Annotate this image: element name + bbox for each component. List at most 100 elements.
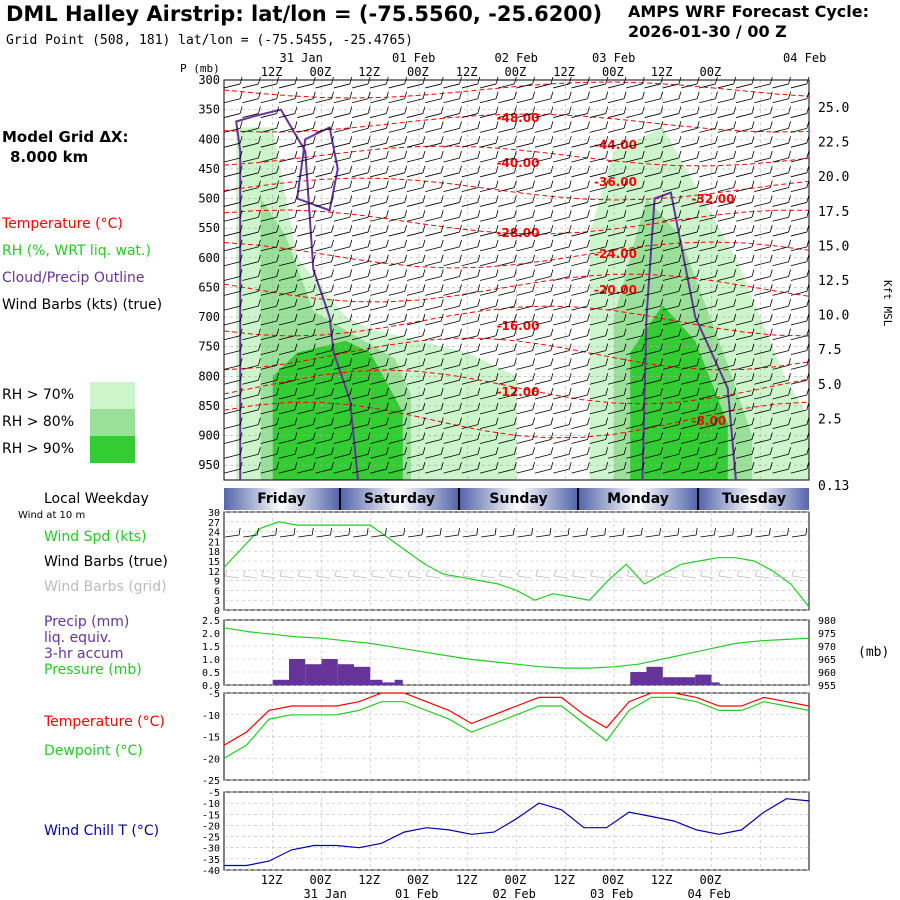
wind-barb-shaft [351,439,369,444]
wind-barb [461,254,481,267]
wind-barb-flag [660,224,663,233]
wind-barb-flag [385,299,389,307]
wind-barb-flag [331,224,334,233]
wind-barb-shaft [699,350,716,355]
wind-barb [278,447,298,459]
wind-barb-shaft [571,216,588,222]
wind-barb-flag [331,150,334,159]
wind-barb-flag [678,432,682,440]
kft-tick-label: 20.0 [818,170,849,185]
barb-shaft [225,534,240,538]
wind-barb [681,106,700,118]
wind-barb-shaft [534,394,552,400]
wind-barb-shaft [607,305,625,311]
wind-barb-flag [696,462,700,470]
wind-barb-shaft [498,216,515,222]
wind-barb [461,417,481,430]
barb-flag [494,527,497,536]
wind-barb [443,299,462,311]
wind-barb [388,402,408,415]
wind-barb-shaft [425,202,442,207]
wind-barb-shaft [388,379,405,385]
wind-barb [479,284,499,296]
wind-barb-shaft [699,453,716,459]
wind-barb-flag [623,373,627,381]
wind-barb-shaft [278,231,296,237]
wind-barb-flag [788,91,791,99]
wind-barb [534,343,554,355]
barb-shaft [755,575,770,579]
wind-barb-shaft [479,335,497,341]
wind-barb-shaft [406,261,424,267]
wind-barb [699,76,718,89]
precip-bar [305,664,322,685]
wind-barb [242,432,261,444]
surface-wind-barb-grid [370,569,386,579]
wind-barb-flag [459,165,462,173]
wind-barb [315,180,334,193]
wind-barb [516,195,536,207]
rh-90-swatch [90,436,135,463]
wind-barb-shaft [735,320,753,326]
wind-barb [772,313,791,326]
wind-barb-flag [239,284,243,292]
wind-barb-shaft [224,98,241,104]
wind-barb [479,239,499,252]
wind-barb-flag [788,387,791,396]
wind-barb-flag [769,210,773,218]
wind-barb-shaft [516,157,533,163]
wind-barb-shaft [626,424,643,430]
wind-barb-flag [568,284,572,292]
wind-barb-flag [239,328,243,336]
wind-barb-flag [440,106,444,114]
wind-barb [333,447,353,459]
wind-barb-shaft [461,113,478,118]
wind-barb [754,91,773,104]
wind-barb-shaft [735,157,753,163]
wind-barb-shaft [333,187,350,193]
wind-barb-shaft [790,350,807,355]
wind-barb-shaft [479,365,497,370]
wind-barb-shaft [589,350,606,355]
wind-barb [626,121,645,133]
wind-barb-shaft [589,379,606,385]
wind-barb-flag [459,447,462,455]
wind-barb-flag [623,432,627,440]
wind-barb [443,165,462,178]
wind-barb-flag [806,284,810,292]
wind-barb-shaft [644,261,661,267]
wind-barb [388,91,408,104]
barb-flag [773,569,776,577]
wind-barb-shaft [571,276,588,281]
wind-barb-flag [495,358,499,366]
wind-barb-flag [404,328,408,336]
wind-barb-shaft [461,335,478,341]
wind-barb-shaft [315,187,332,193]
wind-barb [644,328,663,341]
wind-barb [406,402,426,415]
wind-barb-shaft [626,172,643,178]
wind-barb [388,328,408,341]
wind-barb-shaft [388,350,405,355]
wind-barb [479,373,499,385]
wind-barb [553,106,572,118]
wind-barb [790,313,810,326]
wind-barb [461,343,481,355]
wind-barb-shaft [772,424,789,430]
precip-bar [370,679,383,685]
wind-barb-flag [459,239,462,247]
wind-barb [388,165,408,178]
wind-barb [607,387,627,400]
wind-barb-flag [806,373,810,381]
wind-barb [406,284,426,296]
wind-barb-flag [733,313,737,322]
wind-barb-flag [239,402,243,410]
barb-shaft [645,575,660,579]
wind-barb [754,136,773,148]
wind-barb-flag [532,313,536,322]
wind-barb-shaft [388,409,405,415]
wind-chill-panel-tick-label: -10 [202,799,220,810]
wind-barb-flag [715,284,718,292]
wind-barb-flag [751,269,755,277]
wind-barb-flag [404,76,408,85]
